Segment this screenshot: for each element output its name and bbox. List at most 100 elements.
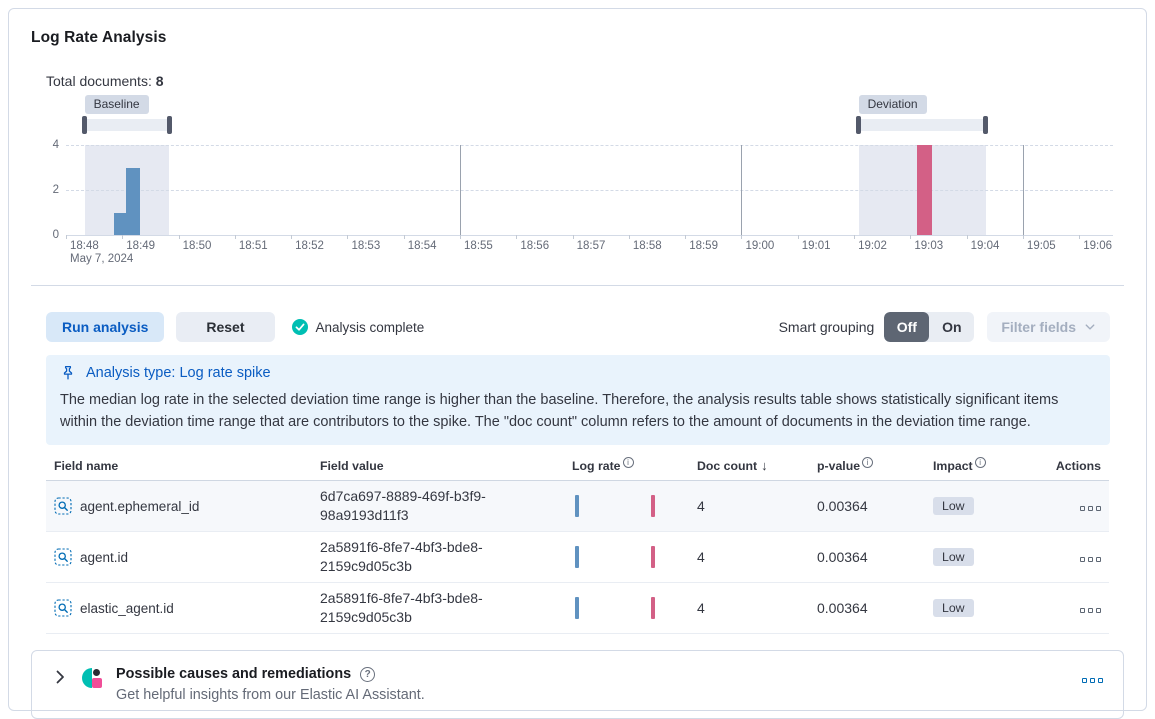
deviation-brush[interactable] <box>858 119 986 131</box>
deviation-brush-handle-right[interactable] <box>983 116 989 134</box>
x-axis-label: 18:57 <box>576 240 606 252</box>
x-tickmark <box>685 235 687 239</box>
info-icon[interactable]: i <box>974 456 986 468</box>
baseline-bar <box>126 167 141 235</box>
x-tickmark <box>66 235 67 239</box>
y-gridline <box>66 190 1113 191</box>
help-icon[interactable]: ? <box>360 666 376 682</box>
x-tickmark <box>741 235 743 239</box>
smart-grouping-off-button[interactable]: Off <box>884 312 930 342</box>
col-header-doc-count[interactable]: Doc count ↓ <box>689 454 809 481</box>
controls-row: Run analysis Reset Analysis complete Sma… <box>46 312 1110 342</box>
analysis-type-callout: Analysis type: Log rate spike The median… <box>46 355 1110 445</box>
col-header-field-name[interactable]: Field name <box>46 454 312 481</box>
col-header-field-value[interactable]: Field value <box>312 454 564 481</box>
log-rate-mini-chart <box>572 545 668 569</box>
page-title: Log Rate Analysis <box>31 29 167 46</box>
log-rate-mini-chart <box>572 494 668 518</box>
analysis-status-text: Analysis complete <box>315 319 425 335</box>
x-axis-date-label: May 7, 2024 <box>70 253 134 265</box>
log-rate-analysis-card: Log Rate Analysis Total documents: 8 Bas… <box>8 8 1147 719</box>
x-tickmark <box>460 235 462 239</box>
x-tickmark <box>797 235 799 239</box>
field-magnifier-icon[interactable] <box>54 599 72 617</box>
x-tickmark <box>178 235 180 239</box>
p-value: 0.00364 <box>809 582 925 634</box>
x-axis-label: 18:50 <box>182 240 212 252</box>
x-tickmark <box>122 235 124 239</box>
field-value: 2a5891f6-8fe7-4bf3-bde8-2159c9d05c3b <box>320 539 483 574</box>
impact-badge: Low <box>933 497 974 515</box>
run-analysis-button[interactable]: Run analysis <box>46 312 165 342</box>
p-value: 0.00364 <box>809 480 925 532</box>
insights-panel: Possible causes and remediations ? Get h… <box>31 650 1124 719</box>
x-axis-label: 18:52 <box>295 240 324 252</box>
filter-fields-label: Filter fields <box>1001 319 1076 335</box>
mini-baseline-bar <box>575 546 579 568</box>
x-gridline <box>1022 145 1024 235</box>
x-tickmark <box>347 235 349 239</box>
baseline-brush-handle-left[interactable] <box>82 116 88 134</box>
p-value: 0.00364 <box>809 531 925 583</box>
x-axis-label: 18:56 <box>520 240 550 252</box>
pin-icon <box>63 365 73 380</box>
row-actions-icon[interactable] <box>1080 557 1101 562</box>
impact-badge: Low <box>933 599 974 617</box>
x-axis-label: 18:59 <box>689 240 718 252</box>
elastic-ai-assistant-icon <box>82 667 104 689</box>
mini-baseline-bar <box>575 495 579 517</box>
total-documents: Total documents: 8 <box>46 73 1110 89</box>
analysis-status: Analysis complete <box>291 318 425 336</box>
sort-desc-icon[interactable]: ↓ <box>761 458 768 473</box>
mini-baseline-bar <box>575 597 579 619</box>
table-row: elastic_agent.id 2a5891f6-8fe7-4bf3-bde8-… <box>46 582 1109 634</box>
y-axis-label: 0 <box>52 229 59 241</box>
col-header-impact[interactable]: Impact i <box>925 454 1037 481</box>
doc-count: 4 <box>689 582 809 634</box>
doc-count: 4 <box>689 480 809 532</box>
field-name: elastic_agent.id <box>80 600 174 616</box>
y-axis-label: 4 <box>52 139 59 151</box>
y-axis-label: 2 <box>52 184 59 196</box>
smart-grouping-on-button[interactable]: On <box>929 312 974 342</box>
table-row: agent.id 2a5891f6-8fe7-4bf3-bde8-2159c9d0… <box>46 531 1109 583</box>
field-value: 2a5891f6-8fe7-4bf3-bde8-2159c9d05c3b <box>320 590 483 625</box>
doc-count: 4 <box>689 531 809 583</box>
x-tickmark <box>628 235 630 239</box>
info-icon[interactable]: i <box>622 456 634 468</box>
col-header-p-value[interactable]: p-value i <box>809 454 925 481</box>
panel-actions-icon[interactable] <box>1082 678 1103 683</box>
insights-subtitle: Get helpful insights from our Elastic AI… <box>116 687 425 703</box>
deviation-chip: Deviation <box>858 95 927 114</box>
expand-chevron-right-icon[interactable] <box>52 669 68 688</box>
x-axis-label: 18:51 <box>238 240 268 252</box>
field-magnifier-icon[interactable] <box>54 548 72 566</box>
baseline-brush-handle-right[interactable] <box>166 116 172 134</box>
deviation-bar <box>917 145 933 235</box>
x-axis-label: 18:58 <box>632 240 662 252</box>
reset-button[interactable]: Reset <box>176 312 275 342</box>
field-magnifier-icon[interactable] <box>54 497 72 515</box>
x-gridline <box>460 145 462 235</box>
row-actions-icon[interactable] <box>1080 608 1101 613</box>
col-header-log-rate[interactable]: Log rate i <box>564 454 689 481</box>
results-table-body: agent.ephemeral_id 6d7ca697-8889-469f-b3f… <box>46 480 1109 634</box>
check-circle-icon <box>291 319 308 335</box>
insights-title: Possible causes and remediations <box>116 666 352 682</box>
field-name: agent.ephemeral_id <box>80 498 200 514</box>
smart-grouping-label: Smart grouping <box>778 319 875 335</box>
total-documents-value: 8 <box>155 73 164 89</box>
info-icon[interactable]: i <box>862 456 874 468</box>
x-tickmark <box>234 235 236 239</box>
deviation-brush-handle-left[interactable] <box>856 116 862 134</box>
row-actions-icon[interactable] <box>1080 506 1101 511</box>
log-rate-chart: Baseline Deviation 0 2 4 18:48 18:49 18:50 18:51… <box>46 95 1113 267</box>
baseline-brush[interactable] <box>84 119 169 131</box>
field-value: 6d7ca697-8889-469f-b3f9-98a9193d11f3 <box>320 488 486 523</box>
controls-right: Smart grouping Off On Filter fields <box>779 312 1110 342</box>
x-tickmark <box>291 235 293 239</box>
filter-fields-button[interactable]: Filter fields <box>987 312 1110 342</box>
callout-title-row: Analysis type: Log rate spike <box>60 365 1096 381</box>
x-tickmark <box>572 235 574 239</box>
col-header-actions: Actions <box>1037 454 1109 481</box>
